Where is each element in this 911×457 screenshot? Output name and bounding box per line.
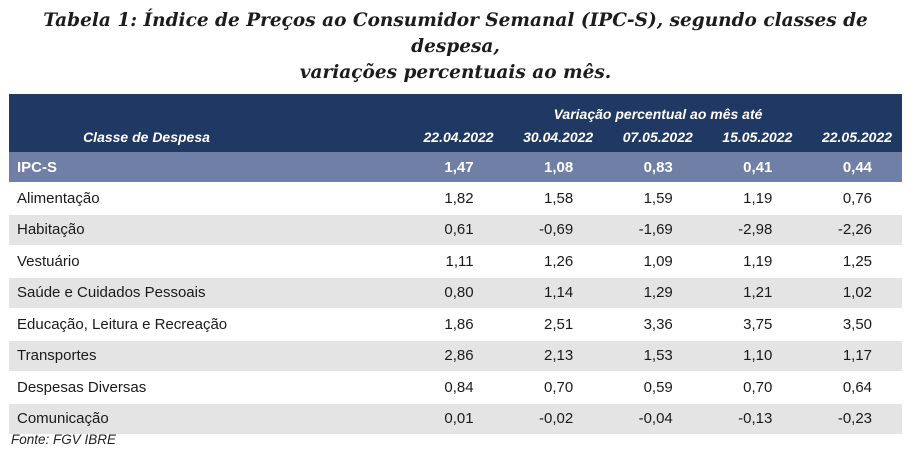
data-table: Variação percentual ao mês até Classe de… (9, 94, 903, 435)
row-value: 1,58 (503, 182, 604, 215)
row-value: -2,26 (802, 214, 903, 246)
row-value: 1,11 (404, 245, 504, 278)
row-value: 0,61 (404, 214, 504, 246)
header-date: 07.05.2022 (603, 122, 703, 152)
row-value: 0,83 (603, 152, 703, 183)
row-value: -0,02 (503, 403, 604, 435)
row-value: 3,50 (802, 308, 903, 341)
header-blank (9, 94, 404, 122)
table-header: Variação percentual ao mês até Classe de… (9, 94, 903, 152)
row-name: Comunicação (9, 403, 404, 435)
row-value: 1,47 (404, 152, 504, 183)
row-value: 2,51 (503, 308, 604, 341)
row-value: 1,86 (404, 308, 504, 341)
table-row: Habitação 0,61 -0,69 -1,69 -2,98 -2,26 (9, 214, 903, 246)
row-value: 1,53 (603, 340, 703, 372)
row-value: -0,04 (603, 403, 703, 435)
row-name: Alimentação (9, 182, 404, 215)
row-value: -0,13 (702, 403, 803, 435)
row-value: 1,19 (702, 245, 803, 278)
row-value: 1,26 (503, 245, 604, 278)
row-value: -0,69 (503, 214, 604, 246)
table-caption: Tabela 1: Índice de Preços ao Consumidor… (0, 8, 911, 86)
row-value: 1,19 (702, 182, 803, 215)
row-name: Transportes (9, 340, 404, 372)
table-row: Despesas Diversas 0,84 0,70 0,59 0,70 0,… (9, 371, 903, 404)
row-value: 1,59 (603, 182, 703, 215)
row-value: 2,13 (503, 340, 604, 372)
row-name: Habitação (9, 214, 404, 246)
caption-label: Tabela 1 (43, 10, 131, 31)
header-class: Classe de Despesa (9, 122, 404, 152)
row-name: Despesas Diversas (9, 371, 404, 404)
row-name: IPC-S (9, 152, 404, 183)
row-value: 1,08 (503, 152, 604, 183)
row-value: 0,70 (702, 371, 803, 404)
table-row: Comunicação 0,01 -0,02 -0,04 -0,13 -0,23 (9, 403, 903, 435)
table-row: Alimentação 1,82 1,58 1,59 1,19 0,76 (9, 182, 903, 215)
row-value: 1,14 (503, 277, 604, 309)
source-note: Fonte: FGV IBRE (11, 432, 117, 447)
price-index-table: Variação percentual ao mês até Classe de… (9, 94, 903, 435)
row-value: -2,98 (702, 214, 803, 246)
row-value: 0,70 (503, 371, 604, 404)
table-row: Educação, Leitura e Recreação 1,86 2,51 … (9, 308, 903, 341)
row-name: Vestuário (9, 245, 404, 278)
row-value: 0,64 (802, 371, 903, 404)
row-value: 0,01 (404, 403, 504, 435)
row-value: 2,86 (404, 340, 504, 372)
table-row: Transportes 2,86 2,13 1,53 1,10 1,17 (9, 340, 903, 372)
row-value: 0,76 (802, 182, 903, 215)
row-value: -1,69 (603, 214, 703, 246)
row-value: 3,36 (603, 308, 703, 341)
row-name: Educação, Leitura e Recreação (9, 308, 404, 341)
header-date: 30.04.2022 (503, 122, 604, 152)
row-name: Saúde e Cuidados Pessoais (9, 277, 404, 309)
row-value: 1,02 (802, 277, 903, 309)
row-value: 0,59 (603, 371, 703, 404)
row-value: 1,10 (702, 340, 803, 372)
row-value: 1,25 (802, 245, 903, 278)
table-row-total: IPC-S 1,47 1,08 0,83 0,41 0,44 (9, 152, 903, 183)
row-value: 1,21 (702, 277, 803, 309)
row-value: -0,23 (802, 403, 903, 435)
table-body: IPC-S 1,47 1,08 0,83 0,41 0,44 Alimentaç… (9, 152, 903, 435)
table-row: Vestuário 1,11 1,26 1,09 1,19 1,25 (9, 245, 903, 278)
row-value: 1,17 (802, 340, 903, 372)
row-value: 0,44 (802, 152, 903, 183)
row-value: 0,84 (404, 371, 504, 404)
row-value: 0,41 (702, 152, 803, 183)
caption-line-2: variações percentuais ao mês. (299, 62, 612, 83)
row-value: 0,80 (404, 277, 504, 309)
caption-text-1: Índice de Preços ao Consumidor Semanal (… (143, 10, 868, 57)
caption-line-1: Tabela 1: Índice de Preços ao Consumidor… (43, 10, 868, 57)
header-date: 22.04.2022 (404, 122, 504, 152)
row-value: 3,75 (702, 308, 803, 341)
header-date: 15.05.2022 (702, 122, 803, 152)
row-value: 1,09 (603, 245, 703, 278)
header-date: 22.05.2022 (802, 122, 903, 152)
row-value: 1,82 (404, 182, 504, 215)
table-row: Saúde e Cuidados Pessoais 0,80 1,14 1,29… (9, 277, 903, 309)
header-group: Variação percentual ao mês até (404, 94, 903, 122)
row-value: 1,29 (603, 277, 703, 309)
